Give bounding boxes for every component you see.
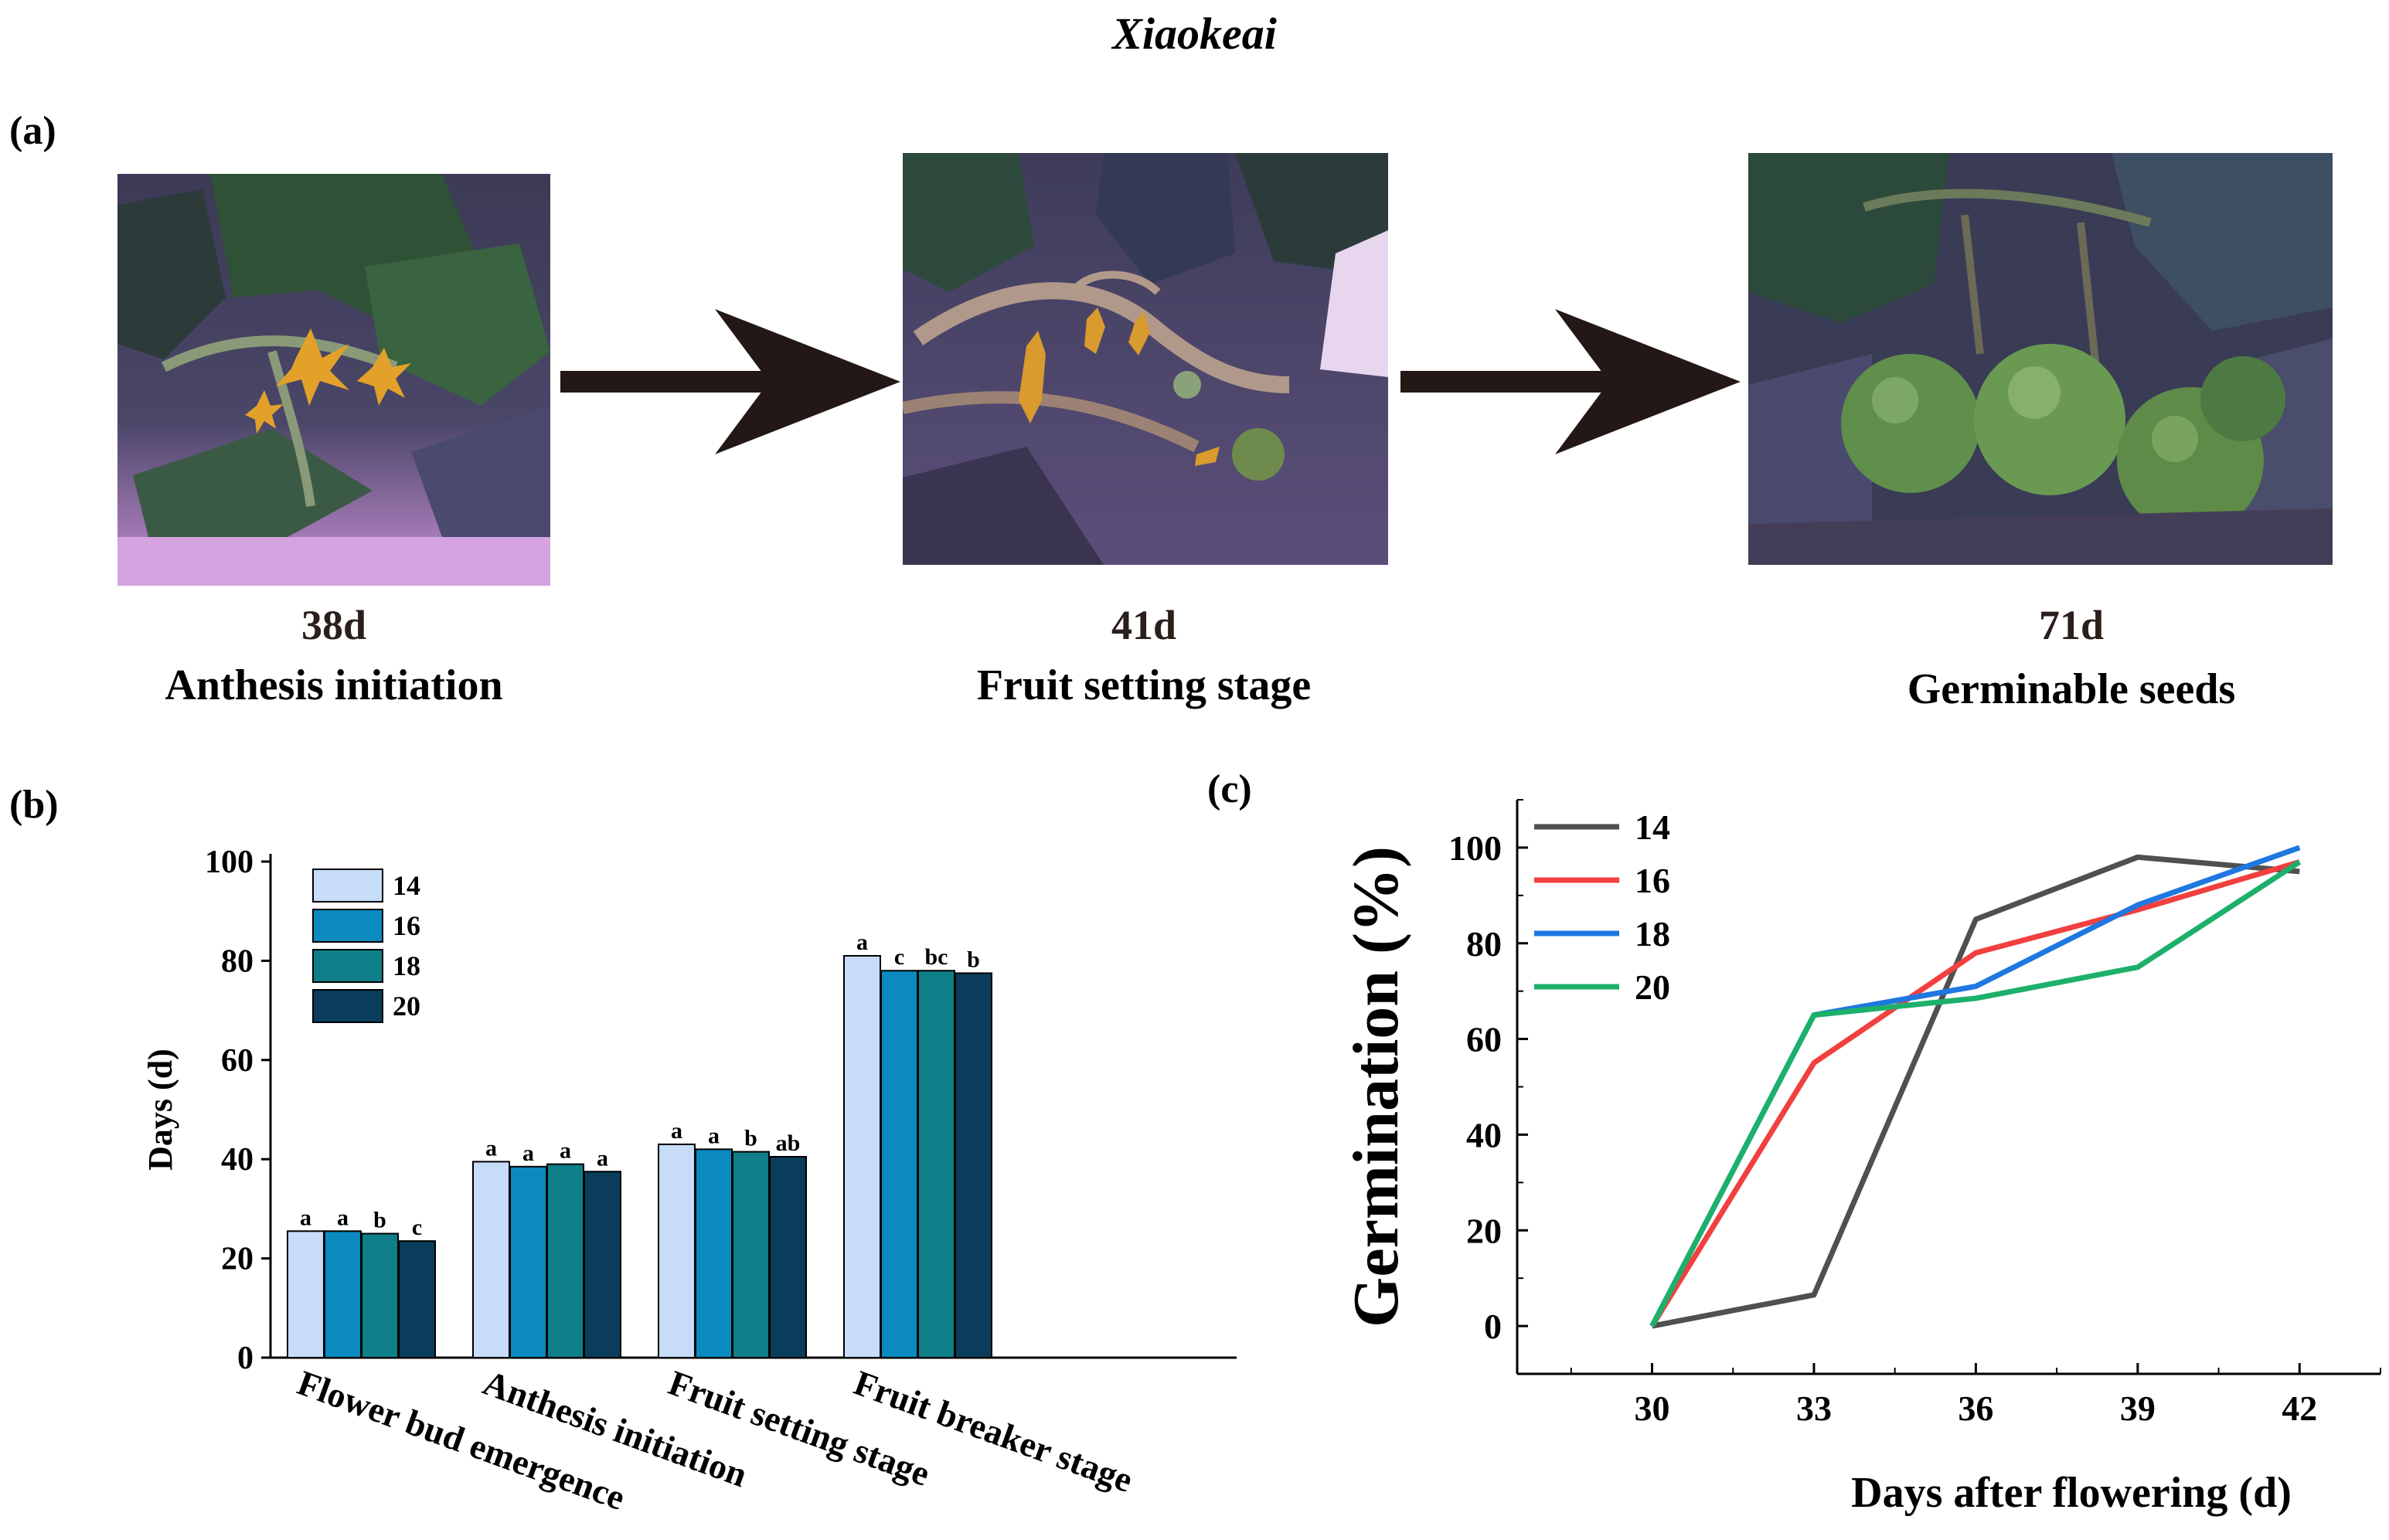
significance-letter: a: [485, 1135, 497, 1161]
bar: [769, 1155, 807, 1358]
photo-green-fruits: [1748, 153, 2333, 565]
significance-letter: c: [412, 1215, 422, 1240]
photo-caption-stage: Germinable seeds: [1907, 665, 2236, 713]
significance-letter: bc: [925, 944, 948, 970]
bar: [324, 1230, 362, 1359]
y-axis-label: Days (d): [141, 1049, 179, 1171]
x-tick-label: 39: [2120, 1389, 2156, 1428]
legend-label: 18: [393, 950, 420, 981]
y-tick-label: 0: [1484, 1307, 1502, 1346]
significance-letter: a: [708, 1123, 720, 1148]
photo-fruit-setting: [903, 153, 1388, 565]
significance-letter: a: [671, 1118, 682, 1144]
photo-caption-stage: Fruit setting stage: [976, 661, 1312, 709]
bar: [546, 1163, 584, 1358]
bar: [880, 970, 918, 1358]
legend-label: 20: [1635, 967, 1670, 1007]
bar: [361, 1232, 399, 1358]
line-chart: 0 20 40 60 80 100 30 33 36 39 42 Days after floweri…: [1340, 799, 2381, 1517]
panel-label-c: (c): [1207, 767, 1252, 811]
significance-letter: a: [560, 1138, 571, 1164]
legend-swatch: [312, 909, 383, 943]
photo-caption-day: 38d: [301, 602, 367, 648]
photo-caption-day: 71d: [2038, 602, 2105, 648]
legend-label: 16: [393, 910, 420, 941]
y-tick-label: 60: [1466, 1020, 1502, 1059]
x-tick-label: 33: [1796, 1389, 1832, 1428]
y-tick-label: 20: [221, 1242, 254, 1277]
panel-label-a: (a): [9, 109, 56, 153]
x-tick-label: 36: [1958, 1389, 1993, 1428]
y-tick-label: 0: [237, 1341, 254, 1376]
bar: [287, 1230, 325, 1359]
series-line-14: [1651, 854, 2300, 1329]
significance-letter: ab: [776, 1130, 801, 1156]
figure-title: Xiaokeai: [1112, 8, 1277, 59]
arrow-right-icon: [1400, 309, 1741, 454]
significance-letter: a: [337, 1205, 349, 1230]
x-category-label: Flower bud emergence: [293, 1362, 631, 1518]
y-tick-label: 40: [221, 1142, 254, 1178]
bar: [584, 1171, 621, 1358]
series-line-16: [1649, 859, 2301, 1328]
bar: [732, 1151, 770, 1358]
legend-label: 14: [393, 870, 420, 901]
bar: [509, 1165, 547, 1358]
legend-label: 14: [1635, 807, 1670, 847]
bar: [917, 970, 955, 1358]
legend-swatch: [312, 869, 383, 903]
y-tick-label: 40: [1466, 1115, 1502, 1154]
y-tick-label: 100: [1448, 828, 1502, 868]
bar: [695, 1148, 733, 1358]
significance-letter: a: [856, 930, 868, 955]
significance-letter: a: [522, 1141, 534, 1166]
legend-swatch: [312, 989, 383, 1023]
legend-label: 18: [1635, 914, 1670, 954]
significance-letter: b: [744, 1126, 757, 1151]
significance-letter: a: [597, 1145, 608, 1171]
bar: [843, 954, 881, 1358]
y-tick-label: 80: [221, 943, 254, 979]
bar: [955, 972, 992, 1358]
y-tick-label: 20: [1466, 1211, 1502, 1250]
photo-caption-day: 41d: [1111, 602, 1177, 648]
significance-letter: a: [300, 1205, 311, 1230]
photo-anthesis: [117, 174, 550, 586]
x-axis-label: Days after flowering (d): [1851, 1469, 2292, 1517]
y-tick-label: 80: [1466, 924, 1502, 964]
significance-letter: b: [373, 1208, 386, 1233]
legend-label: 16: [1635, 861, 1670, 900]
y-tick-label: 60: [221, 1043, 254, 1079]
significance-letter: c: [894, 944, 904, 970]
bar: [398, 1240, 436, 1358]
x-tick-label: 30: [1635, 1389, 1670, 1428]
photo-caption-stage: Anthesis initiation: [165, 661, 503, 709]
x-tick-label: 42: [2282, 1389, 2317, 1428]
y-tick-label: 100: [205, 845, 254, 880]
bar: [658, 1143, 696, 1358]
panel-label-b: (b): [9, 783, 59, 827]
series-line-20: [1649, 859, 2302, 1328]
legend-label: 20: [393, 991, 420, 1022]
legend-swatch: [312, 949, 383, 983]
bar: [472, 1161, 510, 1359]
arrow-right-icon: [560, 309, 900, 454]
significance-letter: b: [967, 947, 980, 972]
y-axis-label: Germination (%): [1340, 846, 1412, 1328]
